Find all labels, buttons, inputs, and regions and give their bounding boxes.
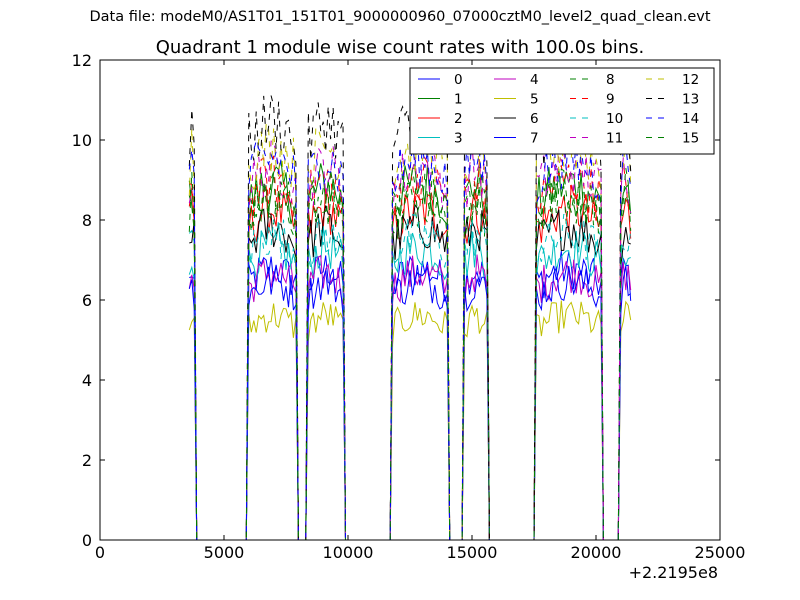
- legend-label-15: 15: [682, 131, 699, 147]
- y-tick-label: 4: [82, 371, 92, 390]
- legend-label-11: 11: [606, 131, 623, 147]
- chart-title: Quadrant 1 module wise count rates with …: [155, 37, 645, 58]
- series-line-15: [188, 167, 632, 540]
- legend-label-10: 10: [606, 111, 623, 127]
- series-line-10: [188, 213, 632, 540]
- x-tick-label: 25000: [695, 543, 746, 562]
- legend-box: [409, 67, 715, 155]
- y-tick-label: 0: [82, 531, 92, 550]
- x-tick-label: 5000: [204, 543, 245, 562]
- x-tick-label: 10000: [323, 543, 374, 562]
- series-line-13: [188, 93, 632, 540]
- legend-label-4: 4: [530, 72, 539, 88]
- legend-label-5: 5: [530, 92, 539, 108]
- series-line-14: [188, 130, 632, 540]
- series-line-9: [189, 155, 632, 540]
- y-tick-label: 12: [72, 51, 92, 70]
- series-line-4: [188, 254, 632, 540]
- legend-label-14: 14: [682, 111, 699, 127]
- x-tick-label: 15000: [447, 543, 498, 562]
- series-line-3: [188, 225, 631, 540]
- legend-label-3: 3: [454, 131, 463, 147]
- series-line-8: [188, 181, 632, 540]
- legend-label-6: 6: [530, 111, 539, 127]
- figure-suptitle: Data file: modeM0/AS1T01_151T01_90000009…: [89, 9, 711, 25]
- series-line-12: [188, 116, 632, 540]
- legend-label-8: 8: [606, 72, 615, 88]
- x-tick-label: 20000: [571, 543, 622, 562]
- legend-label-0: 0: [454, 72, 463, 88]
- y-tick-label: 8: [82, 211, 92, 230]
- legend-label-2: 2: [454, 111, 463, 127]
- series-layer: [188, 93, 632, 540]
- legend-label-1: 1: [454, 92, 463, 108]
- series-line-11: [188, 140, 632, 540]
- y-tick-label: 2: [82, 451, 92, 470]
- series-line-1: [188, 160, 632, 540]
- series-line-6: [189, 203, 631, 540]
- legend-label-9: 9: [606, 92, 615, 108]
- legend-label-13: 13: [682, 92, 699, 108]
- legend-label-12: 12: [682, 72, 699, 88]
- legend-label-7: 7: [530, 131, 539, 147]
- x-tick-label: 0: [95, 543, 105, 562]
- series-line-7: [188, 264, 631, 540]
- x-offset-label: +2.2195e8: [629, 563, 718, 582]
- y-tick-label: 6: [82, 291, 92, 310]
- series-line-5: [188, 300, 632, 540]
- series-line-0: [189, 250, 632, 540]
- y-tick-label: 10: [72, 131, 92, 150]
